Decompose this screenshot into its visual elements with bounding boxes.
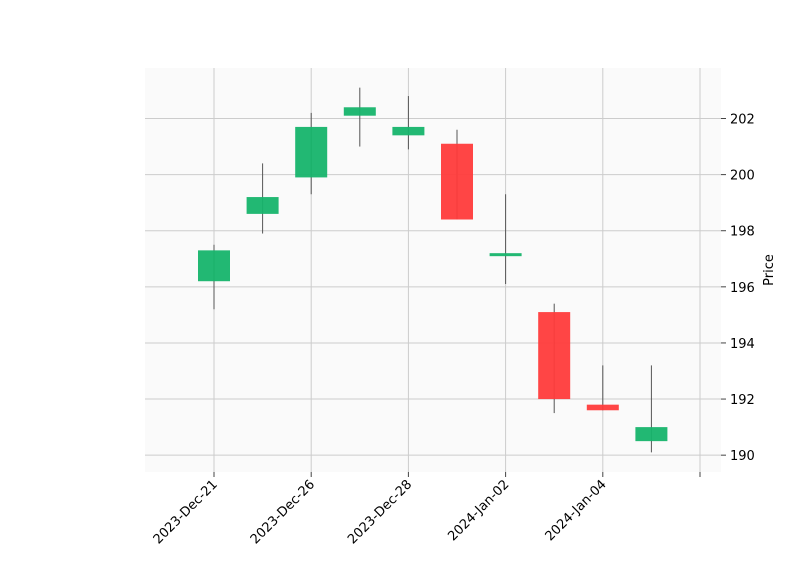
y-tick-label: 200 xyxy=(730,169,755,184)
y-tick-label: 190 xyxy=(730,449,755,464)
x-tick-label: 2023-Dec-28 xyxy=(345,477,415,547)
candle-body-up xyxy=(392,126,425,136)
candle xyxy=(635,365,668,453)
candle-body-down xyxy=(586,404,619,411)
plot-background xyxy=(145,68,721,472)
grid-lines xyxy=(145,68,721,472)
candle-body-down xyxy=(441,143,473,220)
candle xyxy=(246,163,279,234)
candle xyxy=(586,365,619,411)
x-axis-ticks: 2023-Dec-21 2023-Dec-26 2023-Dec-28 2024-Ja… xyxy=(151,472,701,547)
y-axis-label: Price xyxy=(762,254,777,286)
candle-body-up xyxy=(343,107,376,116)
candle xyxy=(489,194,522,285)
candle xyxy=(441,129,473,220)
y-tick-label: 192 xyxy=(730,393,755,408)
candle xyxy=(343,87,376,147)
y-tick-label: 202 xyxy=(730,113,755,128)
x-tick-label: 2024-Jan-02 xyxy=(445,477,512,544)
candle xyxy=(392,96,425,150)
y-tick-label: 194 xyxy=(730,337,755,352)
candle-body-up xyxy=(246,197,279,214)
candle-body-up xyxy=(198,250,230,282)
candle-body-up xyxy=(635,427,668,442)
candle-body-up xyxy=(489,253,522,257)
candle xyxy=(295,112,328,195)
y-tick-label: 196 xyxy=(730,281,755,296)
candle xyxy=(198,244,230,310)
y-tick-label: 198 xyxy=(730,225,755,240)
x-tick-label: 2023-Dec-26 xyxy=(248,477,318,547)
candle-body-down xyxy=(538,312,571,400)
x-tick-label: 2024-Jan-04 xyxy=(543,477,610,544)
y-axis-ticks: 190 192 194 196 198 200 202 xyxy=(721,113,755,464)
candles xyxy=(198,87,668,453)
candle xyxy=(538,303,571,414)
x-tick-label: 2023-Dec-21 xyxy=(151,477,221,547)
candle-body-up xyxy=(295,126,328,178)
